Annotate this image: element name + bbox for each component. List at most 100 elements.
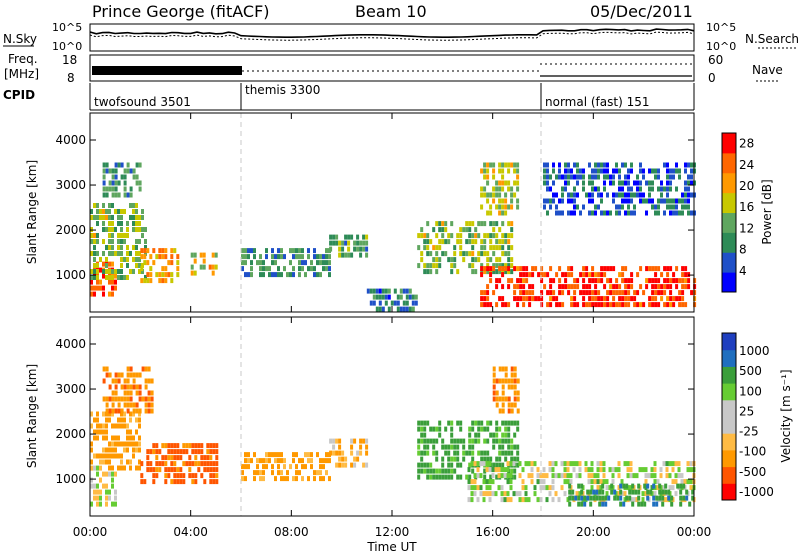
echo-cell — [453, 245, 457, 251]
echo-cell — [503, 473, 507, 479]
echo-cell — [507, 263, 511, 269]
echo-cell — [93, 239, 96, 244]
echo-cell — [292, 272, 295, 278]
echo-cell — [132, 245, 135, 250]
echo-cell — [295, 254, 298, 260]
echo-cell — [492, 162, 496, 168]
echo-cell — [518, 461, 522, 467]
echo-cell — [435, 468, 439, 474]
echo-cell — [117, 180, 121, 186]
echo-cell — [117, 269, 120, 274]
echo-cell — [356, 246, 360, 252]
echo-cell — [111, 192, 115, 198]
echo-cell — [614, 467, 618, 473]
echo-cell — [459, 426, 463, 432]
echo-cell — [441, 438, 445, 444]
echo-cell — [96, 501, 99, 507]
echo-cell — [600, 162, 603, 168]
echo-cell — [495, 302, 499, 308]
echo-cell — [492, 378, 496, 384]
echo-cell — [510, 221, 514, 227]
echo-cell — [548, 491, 552, 497]
echo-cell — [612, 284, 616, 290]
echo-cell — [129, 168, 133, 174]
echo-cell — [513, 366, 517, 372]
echo-cell — [617, 485, 621, 491]
echo-cell — [521, 479, 525, 485]
echo-cell — [492, 432, 496, 438]
echo-cell — [486, 198, 490, 204]
echo-cell — [108, 417, 111, 423]
echo-cell — [516, 278, 520, 284]
echo-cell — [120, 423, 123, 429]
echo-cell — [453, 444, 457, 450]
colorbar-tick-label: 24 — [739, 158, 754, 172]
echo-cell — [633, 204, 636, 210]
echo-cell — [531, 296, 535, 302]
echo-cell — [117, 233, 120, 238]
echo-cell — [495, 474, 499, 480]
echo-cell — [152, 449, 156, 455]
echo-cell — [669, 290, 673, 296]
echo-cell — [498, 198, 502, 204]
echo-cell — [378, 300, 382, 306]
echo-cell — [598, 489, 602, 495]
echo-cell — [471, 245, 475, 251]
echo-cell — [90, 423, 93, 429]
echo-cell — [480, 272, 484, 278]
echo-cell — [599, 479, 603, 485]
echo-cell — [135, 441, 138, 447]
echo-cell — [612, 296, 616, 302]
echo-cell — [99, 279, 102, 285]
echo-cell — [506, 497, 510, 503]
echo-cell — [648, 180, 651, 186]
echo-cell — [471, 263, 475, 269]
echo-cell — [515, 491, 519, 497]
echo-cell — [657, 278, 661, 284]
echo-cell — [417, 474, 421, 480]
echo-cell — [498, 210, 502, 216]
power-colorbar-label: Power [dB] — [760, 179, 774, 244]
echo-cell — [117, 162, 121, 168]
echo-cell — [564, 174, 567, 180]
echo-cell — [476, 473, 480, 479]
echo-cell — [111, 233, 114, 238]
echo-cell — [322, 260, 325, 266]
echo-cell — [138, 411, 141, 417]
echo-cell — [365, 234, 369, 240]
echo-cell — [129, 384, 133, 390]
echo-cell — [369, 288, 373, 294]
echo-cell — [570, 284, 574, 290]
echo-cell — [90, 251, 93, 256]
echo-cell — [597, 192, 600, 198]
echo-cell — [501, 210, 505, 216]
echo-cell — [646, 495, 650, 501]
echo-cell — [126, 372, 130, 378]
echo-cell — [120, 251, 123, 256]
echo-cell — [501, 432, 505, 438]
echo-cell — [295, 476, 298, 482]
echo-cell — [105, 408, 109, 414]
echo-cell — [688, 501, 692, 507]
echo-cell — [126, 227, 129, 232]
colorbar-swatch — [722, 449, 736, 468]
echo-cell — [429, 263, 433, 269]
echo-cell — [193, 258, 197, 264]
echo-cell — [459, 420, 463, 426]
echo-cell — [594, 204, 597, 210]
echo-cell — [639, 266, 643, 272]
echo-cell — [603, 162, 606, 168]
echo-cell — [283, 254, 286, 260]
echo-cell — [129, 441, 132, 447]
echo-cell — [319, 470, 322, 476]
echo-cell — [150, 402, 154, 408]
echo-cell — [102, 378, 106, 384]
freq-unit-label: [MHz] — [4, 67, 39, 81]
echo-cell — [176, 272, 180, 278]
echo-cell — [477, 438, 481, 444]
echo-cell — [491, 473, 495, 479]
echo-cell — [155, 455, 159, 461]
echo-cell — [188, 443, 192, 449]
echo-cell — [627, 204, 630, 210]
echo-cell — [678, 174, 681, 180]
